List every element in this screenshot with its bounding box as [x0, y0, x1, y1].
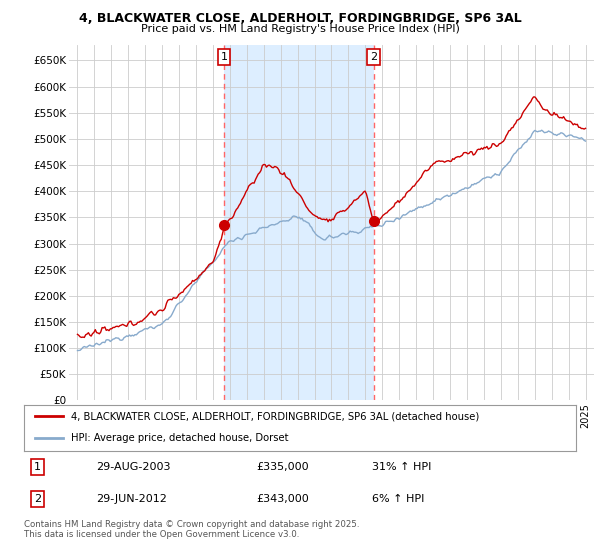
- Text: 31% ↑ HPI: 31% ↑ HPI: [372, 462, 431, 472]
- Text: HPI: Average price, detached house, Dorset: HPI: Average price, detached house, Dors…: [71, 433, 289, 443]
- Text: 6% ↑ HPI: 6% ↑ HPI: [372, 494, 424, 504]
- Text: 1: 1: [34, 462, 41, 472]
- Text: 29-JUN-2012: 29-JUN-2012: [96, 494, 167, 504]
- Text: Price paid vs. HM Land Registry's House Price Index (HPI): Price paid vs. HM Land Registry's House …: [140, 24, 460, 34]
- Text: 4, BLACKWATER CLOSE, ALDERHOLT, FORDINGBRIDGE, SP6 3AL: 4, BLACKWATER CLOSE, ALDERHOLT, FORDINGB…: [79, 12, 521, 25]
- Text: 2: 2: [370, 52, 377, 62]
- Text: £343,000: £343,000: [256, 494, 308, 504]
- Text: 2: 2: [34, 494, 41, 504]
- Text: 4, BLACKWATER CLOSE, ALDERHOLT, FORDINGBRIDGE, SP6 3AL (detached house): 4, BLACKWATER CLOSE, ALDERHOLT, FORDINGB…: [71, 412, 479, 421]
- Text: £335,000: £335,000: [256, 462, 308, 472]
- Bar: [224, 45, 374, 400]
- Text: 29-AUG-2003: 29-AUG-2003: [96, 462, 170, 472]
- Text: 1: 1: [221, 52, 227, 62]
- Text: Contains HM Land Registry data © Crown copyright and database right 2025.
This d: Contains HM Land Registry data © Crown c…: [24, 520, 359, 539]
